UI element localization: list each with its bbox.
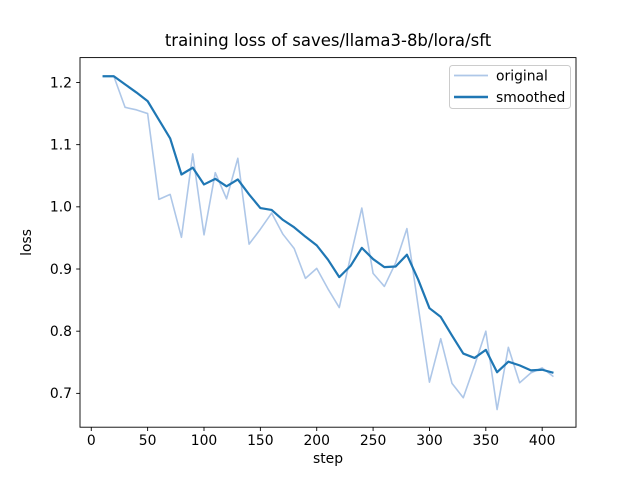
x-tick-label: 150 (247, 433, 274, 449)
series-line-smoothed (102, 75, 554, 374)
y-tick-label: 0.8 (50, 324, 72, 340)
x-tick-label: 50 (139, 433, 157, 449)
y-tick-label: 0.9 (50, 262, 72, 278)
axes-frame (79, 57, 577, 428)
legend: original smoothed (449, 65, 571, 109)
x-axis-label: step (313, 451, 343, 467)
x-tick-label: 300 (416, 433, 443, 449)
y-tick-label: 1.2 (50, 75, 72, 91)
x-tick-label: 250 (360, 433, 387, 449)
chart-title: training loss of saves/llama3-8b/lora/sf… (165, 31, 492, 50)
x-tick-label: 350 (473, 433, 500, 449)
x-tick-label: 400 (529, 433, 556, 449)
x-axis-ticks: 0 50 100 150 200 250 300 350 400 (87, 427, 556, 449)
y-axis-ticks: 0.7 0.8 0.9 1.0 1.1 1.2 (50, 75, 80, 402)
y-tick-label: 1.0 (50, 200, 72, 216)
y-tick-label: 1.1 (50, 137, 72, 153)
legend-label-smoothed: smoothed (496, 90, 565, 106)
series-lines (102, 75, 554, 411)
x-tick-label: 200 (303, 433, 330, 449)
y-tick-label: 0.7 (50, 386, 72, 402)
x-tick-label: 0 (87, 433, 96, 449)
x-tick-label: 100 (191, 433, 218, 449)
y-axis-label: loss (19, 229, 35, 256)
legend-label-original: original (496, 69, 548, 85)
